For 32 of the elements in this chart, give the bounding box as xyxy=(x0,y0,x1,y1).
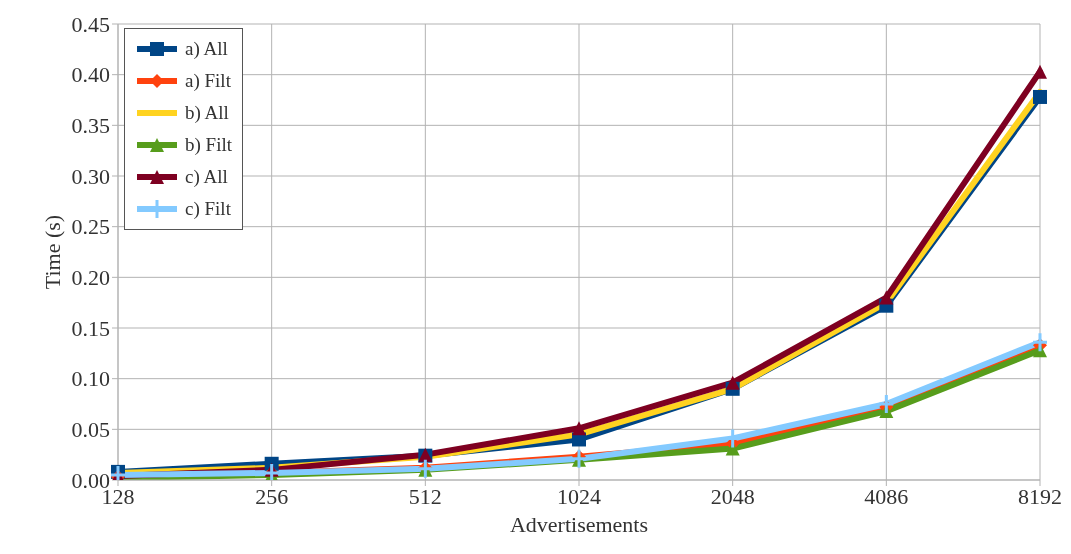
legend-label: c) Filt xyxy=(185,198,231,220)
point xyxy=(1031,331,1049,353)
legend-label: c) All xyxy=(185,166,228,188)
x-tick-label: 8192 xyxy=(1018,483,1062,509)
y-tick-label: 0.15 xyxy=(71,315,110,341)
point xyxy=(416,458,434,480)
y-tick-label: 0.45 xyxy=(71,11,110,37)
legend-label: a) All xyxy=(185,38,228,60)
y-tick-label: 0.05 xyxy=(71,417,110,443)
point xyxy=(879,290,894,305)
x-tick-label: 512 xyxy=(408,483,442,509)
legend-label: a) Filt xyxy=(185,70,231,92)
point xyxy=(572,421,586,436)
point xyxy=(1033,89,1047,104)
y-tick-label: 0.35 xyxy=(71,113,110,139)
point xyxy=(877,393,895,415)
y-tick-label: 0.30 xyxy=(71,163,110,189)
x-tick-label: 2048 xyxy=(710,483,755,509)
point xyxy=(570,448,588,470)
y-axis-title: Time (s) xyxy=(39,214,65,290)
x-tick-label: 4086 xyxy=(864,483,909,509)
y-tick-label: 0.20 xyxy=(71,265,110,291)
x-tick-label: 1024 xyxy=(557,483,601,509)
y-tick-label: 0.25 xyxy=(71,214,110,240)
y-tick-label: 0.10 xyxy=(71,366,110,392)
legend-label: b) Filt xyxy=(185,134,232,156)
y-tick-label: 0.40 xyxy=(71,62,110,88)
point xyxy=(1033,64,1047,79)
x-axis-title: Advertisements xyxy=(509,511,649,537)
legend-label: b) All xyxy=(185,102,229,124)
point xyxy=(725,375,740,390)
x-tick-label: 256 xyxy=(255,483,289,509)
